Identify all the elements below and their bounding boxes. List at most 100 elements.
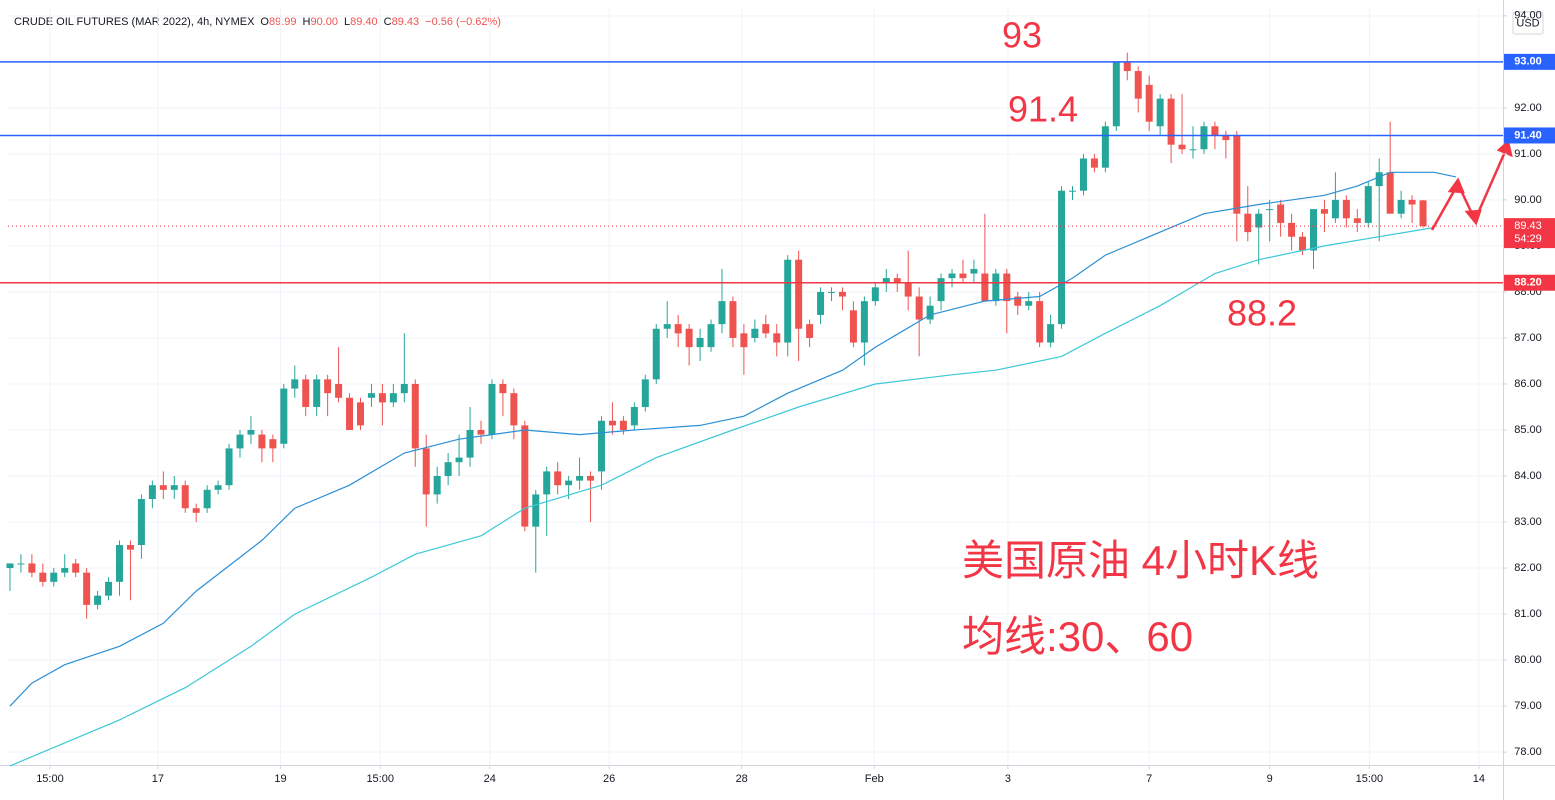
candle-body [1255,213,1263,228]
arrow-head [1464,209,1482,226]
candle-body [324,379,332,394]
candle-body [1058,190,1066,325]
last-price-label: 89.43 [1514,220,1542,232]
candle-body [94,595,102,605]
candle-body [466,429,474,458]
level-label: 93.00 [1514,56,1542,68]
candle-body [959,273,967,279]
x-tick-label: 3 [1005,773,1011,785]
candle-body [335,383,343,398]
candle-body [1145,84,1153,122]
annotation: 88.2 [1227,293,1297,334]
candle-body [1342,199,1350,219]
annotation: 美国原油 4小时K线 [962,537,1319,584]
level-box [1504,53,1555,70]
candle-body [926,305,934,320]
candle-body [795,259,803,329]
candle-body [587,476,595,481]
candle-body [17,563,25,565]
x-tick-label: 15:00 [36,773,64,785]
plot [6,8,1503,767]
candle-body [663,324,671,329]
candle-body [838,291,846,297]
level-box [1504,127,1555,144]
candle-body [1025,301,1033,306]
x-tick-label: 17 [152,773,164,785]
x-tick-label: 15:00 [366,773,394,785]
y-tick-label: 80.00 [1514,654,1542,666]
candle-body [291,379,299,389]
candle-body [1299,236,1307,251]
candle-body [1233,135,1241,214]
candle-body [696,337,704,348]
candle-body [707,324,715,348]
candle-body [674,324,682,334]
x-tick-label: 9 [1267,773,1273,785]
candle-body [893,278,901,283]
candle-body [1386,172,1394,214]
arrows [1430,139,1513,231]
candle-body [1156,98,1164,127]
candle-body [148,485,156,500]
candle-body [1047,324,1055,343]
header: CRUDE OIL FUTURES (MAR 2022), 4h, NYMEX O… [14,16,501,28]
candle-body [1069,190,1077,192]
candle-body [784,259,792,343]
y-tick-label: 78.00 [1514,746,1542,758]
candle-body [1123,61,1131,72]
countdown: 54:29 [1514,233,1542,245]
ohlc-value: 89.43 [392,16,420,28]
x-tick-label: 7 [1146,773,1152,785]
candle-body [937,278,945,302]
candle-body [1309,209,1317,251]
candle-body [236,434,244,449]
candle-body [433,476,441,495]
candle-body [1101,126,1109,168]
candle-body [1353,218,1361,223]
candle-body [1003,273,1011,302]
candle-body [718,301,726,325]
candle-body [116,545,124,582]
candle-body [346,397,354,430]
currency: USD [1516,17,1539,29]
candle-body [576,476,584,481]
candle-body [1288,222,1296,237]
candle-body [225,448,233,486]
candle-body [1408,199,1416,205]
candle-body [1364,186,1372,223]
y-tick-label: 94.00 [1514,10,1542,22]
y-tick-label: 79.00 [1514,700,1542,712]
candle-body [1277,204,1285,223]
ohlc-key: H [303,16,311,28]
y-tick-label: 82.00 [1514,562,1542,574]
candle-body [28,563,36,573]
candle-body [170,485,178,490]
x-tick-label: 14 [1473,773,1485,785]
currency-box[interactable] [1512,11,1544,35]
candle-body [1014,296,1022,306]
moving-average [9,171,1457,707]
candle-body [685,328,693,348]
ohlc-key: O [260,16,269,28]
candle-body [477,429,485,435]
candle-body [258,434,266,449]
candle-body [1211,126,1219,136]
candle-body [773,333,781,343]
candle-body [192,508,200,513]
ohlc-value: 90.00 [310,16,338,28]
candle-body [488,383,496,435]
ohlc-value: 89.40 [350,16,378,28]
candle-body [652,328,660,380]
candle-body [214,485,222,490]
candle-body [948,273,956,279]
candle-body [817,291,825,315]
candle-body [729,301,737,338]
candle-body [849,310,857,343]
y-tick-label: 86.00 [1514,378,1542,390]
symbol: CRUDE OIL FUTURES (MAR 2022), 4h, NYMEX [14,16,255,28]
candle-body [543,471,551,495]
candle-body [1189,149,1197,151]
candle-body [137,499,145,546]
